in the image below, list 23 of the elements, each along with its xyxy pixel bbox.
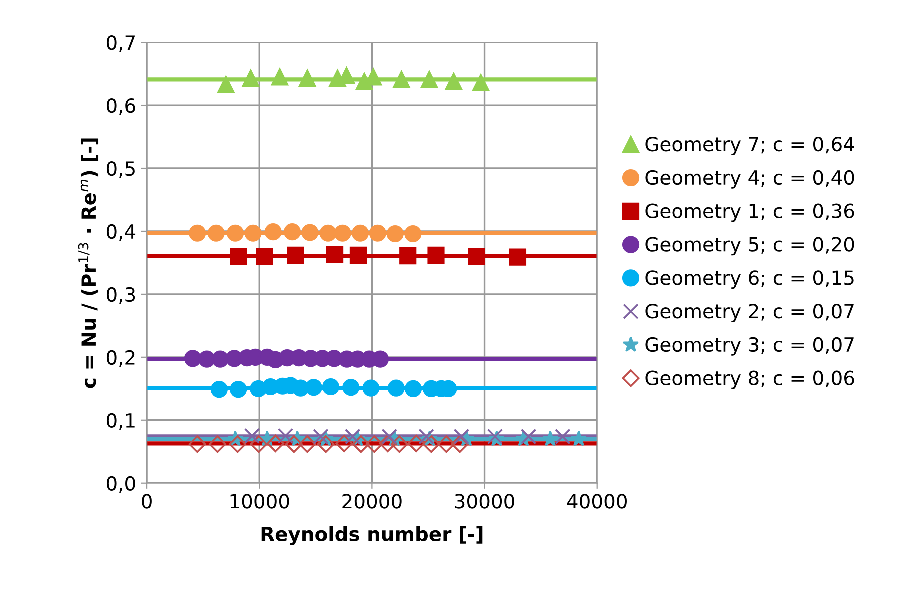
y-tick-label: 0,0 — [106, 476, 136, 494]
legend-label: Geometry 8; c = 0,06 — [646, 370, 854, 390]
x-axis-title: Reynolds number [-] — [262, 526, 483, 546]
y-tick-label: 0,3 — [106, 287, 136, 304]
x-tick-label: 30000 — [455, 494, 514, 509]
legend-label: Geometry 5; c = 0,20 — [646, 237, 854, 256]
legend-label: Geometry 7; c = 0,64 — [646, 136, 854, 156]
y-tick-label: 0,2 — [106, 350, 135, 368]
x-tick-label: 10000 — [230, 494, 290, 509]
y-tick-label: 0,5 — [106, 161, 135, 178]
legend-label: Geometry 3; c = 0,07 — [646, 337, 854, 356]
legend-label: Geometry 2; c = 0,07 — [646, 304, 854, 322]
y-tick-label: 0,4 — [106, 224, 136, 242]
legend-label: Geometry 6; c = 0,15 — [646, 270, 854, 290]
legend-label: Geometry 1; c = 0,36 — [646, 204, 854, 222]
y-tick-label: 0,6 — [106, 98, 136, 116]
x-tick-label: 0 — [142, 494, 152, 509]
y-tick-label: 0,1 — [106, 413, 135, 430]
legend-label: Geometry 4; c = 0,40 — [646, 170, 854, 189]
y-axis-title: c = Nu / (Pr$^{1/3}$ · Re$^{m}$) [-] — [78, 138, 99, 388]
x-tick-label: 20000 — [342, 494, 402, 509]
x-tick-label: 40000 — [567, 494, 627, 509]
y-tick-label: 0,7 — [106, 36, 135, 52]
